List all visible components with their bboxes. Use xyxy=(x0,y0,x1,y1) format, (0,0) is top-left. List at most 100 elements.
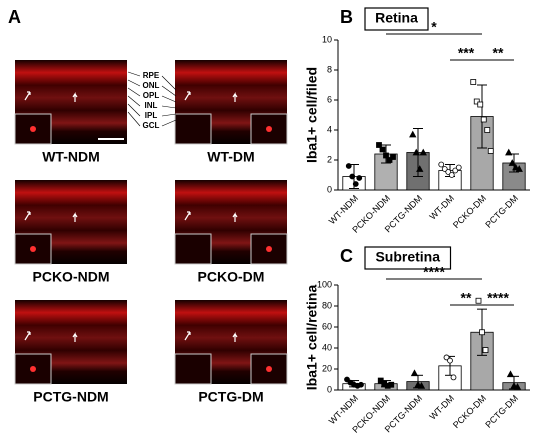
data-point xyxy=(512,163,520,171)
x-tick-label: WT-NDM xyxy=(327,393,360,426)
data-point xyxy=(352,181,359,187)
data-point xyxy=(419,148,427,156)
y-tick-label: 40 xyxy=(322,342,332,352)
data-point xyxy=(410,369,419,377)
significance-label: ** xyxy=(493,45,504,61)
image-label: WT-DM xyxy=(207,149,254,165)
arrow xyxy=(184,91,191,101)
arrow xyxy=(72,212,78,222)
data-point xyxy=(386,157,393,163)
data-point xyxy=(508,159,516,166)
data-point xyxy=(505,148,513,156)
chart-title: Retina xyxy=(375,10,418,26)
y-tick-label: 10 xyxy=(322,34,332,44)
y-tick-label: 0 xyxy=(327,184,332,194)
layer-label: OPL xyxy=(143,91,160,100)
data-point xyxy=(482,347,489,354)
inset xyxy=(174,113,212,145)
data-point xyxy=(477,101,484,108)
pointer xyxy=(127,71,141,77)
pointer xyxy=(127,95,141,107)
data-point xyxy=(356,175,363,181)
data-point xyxy=(513,383,522,390)
layer-label: GCL xyxy=(143,121,160,130)
data-point xyxy=(345,163,352,169)
data-point xyxy=(349,173,356,180)
data-point xyxy=(417,381,426,389)
data-point xyxy=(447,357,453,364)
arrow xyxy=(72,332,78,342)
data-point xyxy=(388,381,395,388)
arrow xyxy=(184,331,191,341)
data-point xyxy=(450,374,457,381)
y-tick-label: 4 xyxy=(327,124,332,134)
y-tick-label: 100 xyxy=(317,279,332,289)
pointer xyxy=(127,111,141,127)
data-point xyxy=(479,329,485,336)
arrow xyxy=(24,91,31,101)
data-point xyxy=(484,127,491,133)
arrow xyxy=(232,92,238,102)
title-box xyxy=(364,7,429,31)
chart-title: Subretina xyxy=(375,249,440,265)
pointer xyxy=(161,105,177,109)
data-point xyxy=(455,164,462,171)
layer-label: ONL xyxy=(143,81,160,90)
cell xyxy=(266,126,272,132)
data-point xyxy=(344,376,350,383)
data-point xyxy=(515,165,523,172)
x-tick-label: WT-NDM xyxy=(327,193,360,226)
significance-label: *** xyxy=(458,45,475,61)
inset xyxy=(174,353,212,385)
y-axis-label: Iba1+ cell/filed xyxy=(304,67,320,163)
panel-letter: B xyxy=(340,7,353,27)
arrow xyxy=(184,211,191,221)
pointer xyxy=(161,75,177,91)
pointer xyxy=(161,119,177,127)
data-point xyxy=(443,354,450,361)
x-tick-label: PCTG-DM xyxy=(483,193,520,230)
arrow xyxy=(72,92,78,102)
data-point xyxy=(377,377,384,384)
x-tick-label: WT-DM xyxy=(427,393,456,422)
arrow xyxy=(232,332,238,342)
data-point xyxy=(487,148,494,154)
title-box xyxy=(364,246,452,270)
data-point xyxy=(416,165,424,172)
pointer xyxy=(127,87,141,97)
layer-label: IPL xyxy=(145,111,158,120)
arrow xyxy=(24,331,31,341)
data-point xyxy=(470,79,477,85)
cell xyxy=(30,126,36,132)
pointer xyxy=(161,85,177,97)
y-tick-label: 80 xyxy=(322,300,332,310)
x-tick-label: PCKO-DM xyxy=(451,393,488,430)
panel-letter: A xyxy=(8,7,21,27)
data-point xyxy=(438,161,445,168)
x-tick-label: PCTG-DM xyxy=(483,393,520,430)
y-tick-label: 0 xyxy=(327,384,332,394)
panel-letter: C xyxy=(340,246,353,266)
data-point xyxy=(448,172,455,178)
data-point xyxy=(379,146,386,153)
data-point xyxy=(506,370,515,378)
y-tick-label: 20 xyxy=(322,363,332,373)
significance-label: **** xyxy=(487,290,509,306)
pointer xyxy=(127,79,141,87)
cell xyxy=(266,366,272,372)
layer-label: INL xyxy=(145,101,158,110)
cell xyxy=(30,366,36,372)
data-point xyxy=(480,116,487,123)
data-point xyxy=(412,148,420,156)
pointer xyxy=(161,95,177,103)
significance-label: * xyxy=(431,19,437,35)
image-label: PCKO-DM xyxy=(198,269,265,285)
x-tick-label: PCKO-DM xyxy=(451,193,488,230)
data-point xyxy=(475,297,482,304)
significance-label: **** xyxy=(423,264,445,280)
image-label: PCTG-DM xyxy=(198,389,263,405)
image-label: WT-NDM xyxy=(42,149,100,165)
significance-label: ** xyxy=(461,290,472,306)
y-tick-label: 8 xyxy=(327,64,332,74)
